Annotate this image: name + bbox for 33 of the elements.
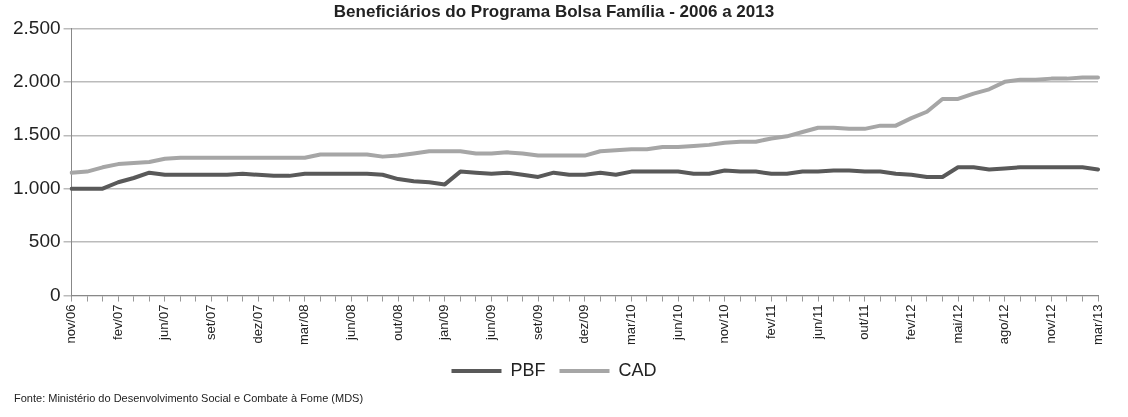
y-tick-label: 1.000 [13,176,61,198]
source-note: Fonte: Ministério do Desenvolvimento Social e Combate à Fome (MDS) [14,392,364,404]
y-tick-label: 2.500 [13,16,61,38]
x-tick-label: mar/08 [296,304,312,346]
legend-label: CAD [618,359,657,380]
x-tick-label: dez/07 [249,304,265,344]
y-tick-label: 0 [49,283,61,305]
x-tick-label: jun/10 [669,304,685,341]
y-tick-label: 500 [28,230,61,252]
x-tick-label: set/07 [203,304,219,340]
y-tick-label: 2.000 [13,70,61,92]
x-tick-label: jun/11 [809,304,825,341]
x-tick-label: mar/13 [1089,304,1105,346]
x-tick-label: fev/07 [109,304,125,340]
x-tick-label: nov/10 [716,304,732,344]
x-tick-label: fev/12 [902,304,918,340]
legend-label: PBF [510,359,546,380]
x-tick-label: mai/12 [949,304,965,344]
x-tick-label: jun/09 [483,304,499,341]
chart-title: Beneficiários do Programa Bolsa Família - 2006 a 2013 [333,1,775,21]
x-tick-label: dez/09 [576,304,592,344]
x-tick-label: nov/12 [1042,304,1058,344]
x-tick-label: set/09 [529,304,545,340]
y-tick-label: 1.500 [13,123,61,145]
x-tick-label: jun/08 [343,304,359,341]
x-tick-label: jan/09 [436,304,452,341]
x-tick-label: fev/11 [762,304,778,339]
x-tick-label: ago/12 [996,304,1012,345]
x-tick-label: jun/07 [156,304,172,341]
x-tick-label: nov/06 [63,304,79,344]
x-tick-label: out/08 [389,304,405,341]
x-tick-label: mar/10 [623,304,639,346]
x-tick-label: out/11 [856,304,872,340]
